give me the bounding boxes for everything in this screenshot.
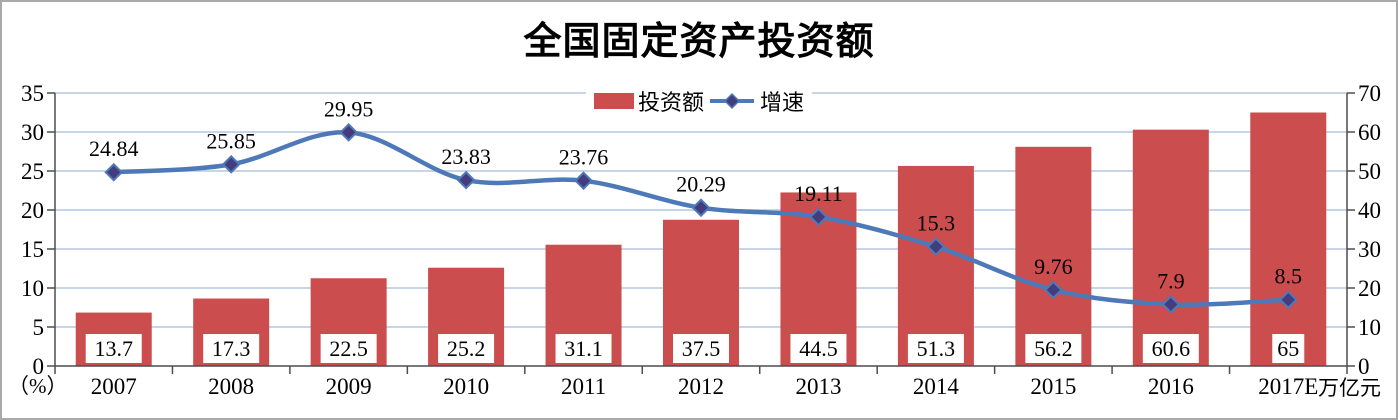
left-axis-tick-label: 25 [21,159,44,184]
x-axis-label: 2016 [1148,374,1194,399]
left-axis-tick-label: 35 [21,81,44,106]
bar-value-label: 65 [1277,336,1299,361]
right-axis-tick-label: 70 [1358,81,1381,106]
bar-2016 [1132,129,1209,366]
bar-series-swatch-icon [594,93,634,109]
bar-value-label-box [203,334,260,363]
diamond-marker-icon [926,237,946,257]
bar-value-label-box [673,334,729,363]
bar-value-label: 56.2 [1034,336,1073,361]
bar-2014 [897,165,974,366]
diamond-marker-icon [574,171,593,191]
line-value-label: 23.76 [559,145,609,170]
left-axis-tick-label: 15 [21,237,44,262]
legend-label-investment: 投资额 [638,90,705,115]
x-axis-label: 2013 [795,374,841,399]
line-value-label: 23.83 [441,144,491,169]
right-axis-tick-label: 10 [1358,315,1381,340]
right-axis-tick-label: 40 [1358,198,1381,223]
bar-value-label-box [1142,334,1199,363]
line-value-label: 9.76 [1034,254,1073,279]
right-axis-tick-label: 0 [1358,354,1370,379]
line-value-label: 19.11 [794,181,843,206]
bar-value-label: 37.5 [682,336,721,361]
bar-value-label: 17.3 [212,336,251,361]
left-axis-tick-label: 20 [21,198,44,223]
bar-value-label-box [85,334,142,363]
bar-value-label-box [438,334,495,363]
right-axis-unit-label: 万亿元 [1318,376,1381,400]
x-axis-label: 2009 [326,374,372,399]
x-axis-label: 2011 [561,374,606,399]
line-value-label: 20.29 [676,172,726,197]
bar-value-label: 25.2 [447,336,486,361]
x-axis-label: 2015 [1030,374,1076,399]
legend: 投资额 增速 [586,83,813,119]
right-axis-tick-label: 50 [1358,159,1381,184]
left-axis-tick-label: 5 [33,315,45,340]
left-axis-unit-label: （%） [8,374,68,398]
x-axis-label: 2012 [678,374,724,399]
x-axis-label: 2008 [208,374,254,399]
left-axis-tick-label: 30 [21,120,44,145]
diamond-marker-icon [1161,294,1181,314]
right-axis-tick-label: 60 [1358,120,1381,145]
line-value-label: 24.84 [89,136,139,161]
diamond-marker-icon [691,198,711,218]
bar-value-label: 31.1 [564,336,603,361]
diamond-marker-icon [221,154,241,174]
legend-label-growth: 增速 [760,90,805,115]
bar-value-label-box [320,334,377,363]
diamond-marker-icon [1043,280,1063,300]
line-value-label: 8.5 [1275,264,1303,289]
bar-value-label-box [555,334,612,363]
x-axis-label: 2010 [443,374,489,399]
bar-value-label-box [1272,334,1305,363]
left-axis-tick-label: 10 [21,276,44,301]
bar-value-label: 51.3 [917,336,956,361]
bar-value-label-box [907,334,964,363]
x-axis-label: 2007 [91,374,137,399]
x-axis-label: 2014 [913,374,960,399]
diamond-marker-icon [339,122,359,142]
bar-value-label: 60.6 [1152,336,1191,361]
diamond-marker-icon [809,207,828,227]
line-value-label: 15.3 [917,211,956,236]
left-axis-tick-label: 0 [33,354,45,379]
legend-item-investment: 投资额 [594,85,704,117]
line-series-sample-icon [710,92,755,110]
legend-item-growth: 增速 [708,85,804,117]
bar-value-label-box [790,334,847,363]
bar-2015 [1015,146,1092,366]
bar-value-label: 13.7 [94,336,133,361]
line-value-label: 7.9 [1157,268,1185,293]
x-axis-label: 2017E [1258,374,1318,399]
diamond-marker-icon [456,170,476,190]
line-value-label: 29.95 [324,96,374,121]
bar-value-label: 44.5 [799,336,838,361]
right-axis-tick-label: 20 [1358,276,1381,301]
bar-value-label-box [1025,334,1082,363]
diamond-marker-icon [1278,290,1298,310]
bar-2017E [1250,112,1327,366]
diamond-marker-icon [104,162,124,182]
chart-title: 全国固定资产投资额 [523,21,875,63]
bar-value-label: 22.5 [329,336,368,361]
legend-diamond-icon [723,92,741,110]
line-value-label: 25.85 [206,128,256,153]
right-axis-tick-label: 30 [1358,237,1381,262]
